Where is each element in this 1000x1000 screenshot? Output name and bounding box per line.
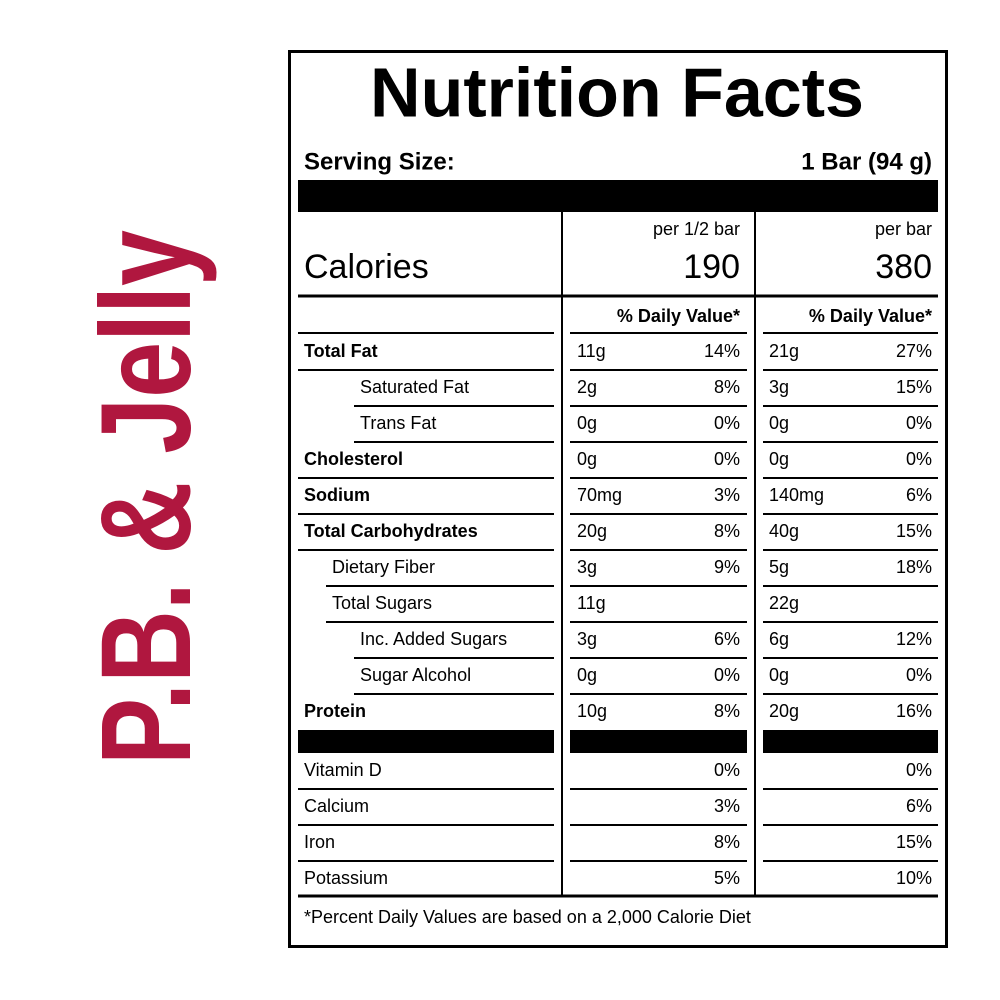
amount: 22g — [769, 593, 799, 613]
calories-value: 190 — [683, 248, 740, 286]
daily-value: 16% — [896, 701, 932, 721]
calories-label: Calories — [304, 248, 429, 286]
daily-value: 3% — [714, 796, 740, 816]
amount: 5g — [769, 557, 789, 577]
nutrient-name: Total Sugars — [332, 593, 432, 613]
daily-value: 0% — [906, 665, 932, 685]
amount: 21g — [769, 341, 799, 361]
rows: Total Fat 11g 14% 21g 27% Saturated Fat 2g 8% 3g… — [298, 332, 938, 888]
nutrient-name: Dietary Fiber — [332, 557, 435, 577]
daily-value: 6% — [906, 796, 932, 816]
amount: 2g — [577, 377, 597, 397]
label-title: Nutrition Facts — [370, 53, 864, 131]
vitamin-name: Iron — [304, 832, 335, 852]
daily-value: 0% — [714, 760, 740, 780]
nutrient-name: Protein — [304, 701, 366, 721]
daily-value: 27% — [896, 341, 932, 361]
daily-value: 15% — [896, 832, 932, 852]
amount: 3g — [577, 629, 597, 649]
nutrient-name: Inc. Added Sugars — [360, 629, 507, 649]
amount: 10g — [577, 701, 607, 721]
nutrient-name: Sugar Alcohol — [360, 665, 471, 685]
dv-header: % Daily Value* — [809, 306, 932, 326]
daily-value: 10% — [896, 868, 932, 888]
amount: 70mg — [577, 485, 622, 505]
nutrient-name: Cholesterol — [304, 449, 403, 469]
footnote: *Percent Daily Values are based on a 2,0… — [304, 907, 751, 927]
daily-value: 0% — [714, 413, 740, 433]
amount: 0g — [769, 665, 789, 685]
amount: 20g — [577, 521, 607, 541]
daily-value: 8% — [714, 521, 740, 541]
daily-value: 12% — [896, 629, 932, 649]
amount: 0g — [577, 413, 597, 433]
vitamin-name: Potassium — [304, 868, 388, 888]
label-border — [288, 50, 948, 948]
amount: 0g — [769, 413, 789, 433]
daily-value: 0% — [714, 665, 740, 685]
daily-value: 15% — [896, 377, 932, 397]
daily-value: 14% — [704, 341, 740, 361]
calories-header: per 1/2 bar — [653, 219, 740, 239]
amount: 40g — [769, 521, 799, 541]
nutrient-name: Trans Fat — [360, 413, 436, 433]
daily-value: 18% — [896, 557, 932, 577]
nutrient-name: Total Carbohydrates — [304, 521, 478, 541]
vitamin-name: Vitamin D — [304, 760, 382, 780]
amount: 0g — [577, 665, 597, 685]
daily-value: 5% — [714, 868, 740, 888]
vitamin-name: Calcium — [304, 796, 369, 816]
amount: 3g — [769, 377, 789, 397]
daily-value: 0% — [714, 449, 740, 469]
daily-value: 8% — [714, 701, 740, 721]
amount: 3g — [577, 557, 597, 577]
calories-header: per bar — [875, 219, 932, 239]
serving-label: Serving Size: — [304, 148, 455, 175]
thick-bar — [570, 730, 747, 753]
daily-value: 15% — [896, 521, 932, 541]
nutrient-name: Sodium — [304, 485, 370, 505]
serving-value: 1 Bar (94 g) — [801, 148, 932, 175]
nutrient-name: Saturated Fat — [360, 377, 469, 397]
dv-header: % Daily Value* — [617, 306, 740, 326]
daily-value: 8% — [714, 832, 740, 852]
daily-value: 0% — [906, 413, 932, 433]
daily-value: 6% — [714, 629, 740, 649]
amount: 140mg — [769, 485, 824, 505]
daily-value: 6% — [906, 485, 932, 505]
brand: P.B. & Jelly — [75, 230, 218, 765]
calories-value: 380 — [875, 248, 932, 286]
amount: 20g — [769, 701, 799, 721]
daily-value: 0% — [906, 760, 932, 780]
thick-bar — [298, 180, 938, 212]
daily-value: 9% — [714, 557, 740, 577]
nutrient-name: Total Fat — [304, 341, 378, 361]
daily-value: 3% — [714, 485, 740, 505]
thick-bar — [298, 730, 554, 753]
amount: 11g — [577, 593, 606, 613]
daily-value: 8% — [714, 377, 740, 397]
amount: 0g — [769, 449, 789, 469]
daily-value: 0% — [906, 449, 932, 469]
amount: 6g — [769, 629, 789, 649]
thick-bar — [763, 730, 938, 753]
amount: 11g — [577, 341, 606, 361]
amount: 0g — [577, 449, 597, 469]
